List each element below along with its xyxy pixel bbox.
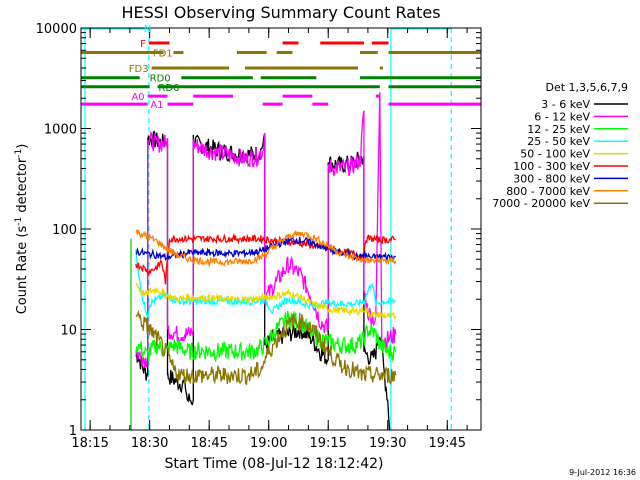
flag-bars [81,28,481,106]
series-line [135,282,397,321]
flag-label: FD3 [129,64,149,75]
x-tick-label: 19:45 [429,436,466,451]
chart-title: HESSI Observing Summary Count Rates [121,3,440,22]
legend-entry-label: 300 - 800 keV [513,172,590,185]
series-line [135,130,391,430]
flag-label: A1 [150,100,163,111]
flag-label: F [140,39,146,50]
flag-label: A0 [131,92,144,103]
y-tick-label: 10 [60,324,77,339]
legend-entry-label: 6 - 12 keV [534,110,590,123]
x-tick-label: 19:15 [309,436,346,451]
x-tick-label: 18:45 [190,436,227,451]
series-line [135,92,397,369]
vertical-markers [84,28,452,430]
series-line [135,309,397,386]
flag-label: RD0 [150,74,171,85]
footer-timestamp: 9-Jul-2012 16:36 [569,468,636,477]
y-tick-label: 1 [69,424,77,439]
legend-entry-label: 12 - 25 keV [527,123,590,136]
y-tick-label: 100 [52,223,77,238]
x-tick-label: 18:30 [131,436,168,451]
x-tick-label: 18:15 [71,436,108,451]
series-line [135,249,396,318]
flag-label: N [144,24,151,35]
legend-entry-label: 7000 - 20000 keV [492,197,590,210]
flag-label: RD6 [158,83,179,94]
y-axis-label: Count Rate (s-1 detector-1) [14,144,30,315]
axis-ticks: 1 10 100 1000 10000 18:15 18:30 18:45 19:00 19:15… [36,22,481,451]
plot-frame [80,27,482,431]
data-series [135,92,397,430]
series-line [135,232,396,285]
series-line [135,310,397,363]
x-tick-label: 19:00 [250,436,287,451]
series-line [135,229,397,268]
x-tick-label: 19:30 [369,436,406,451]
legend-entry-label: 100 - 300 keV [513,160,590,173]
legend-entry-label: 50 - 100 keV [520,148,590,161]
y-tick-label: 1000 [44,123,77,138]
flag-label: FD1 [153,49,173,60]
x-axis-label: Start Time (08-Jul-12 18:12:42) [164,456,383,472]
y-tick-label: 10000 [36,22,77,37]
legend-entry-label: 3 - 6 keV [541,98,590,111]
legend-entry-label: 800 - 7000 keV [506,185,590,198]
legend-entry-label: 25 - 50 keV [527,135,590,148]
legend-title: Det 1,3,5,6,7,9 [545,81,628,94]
